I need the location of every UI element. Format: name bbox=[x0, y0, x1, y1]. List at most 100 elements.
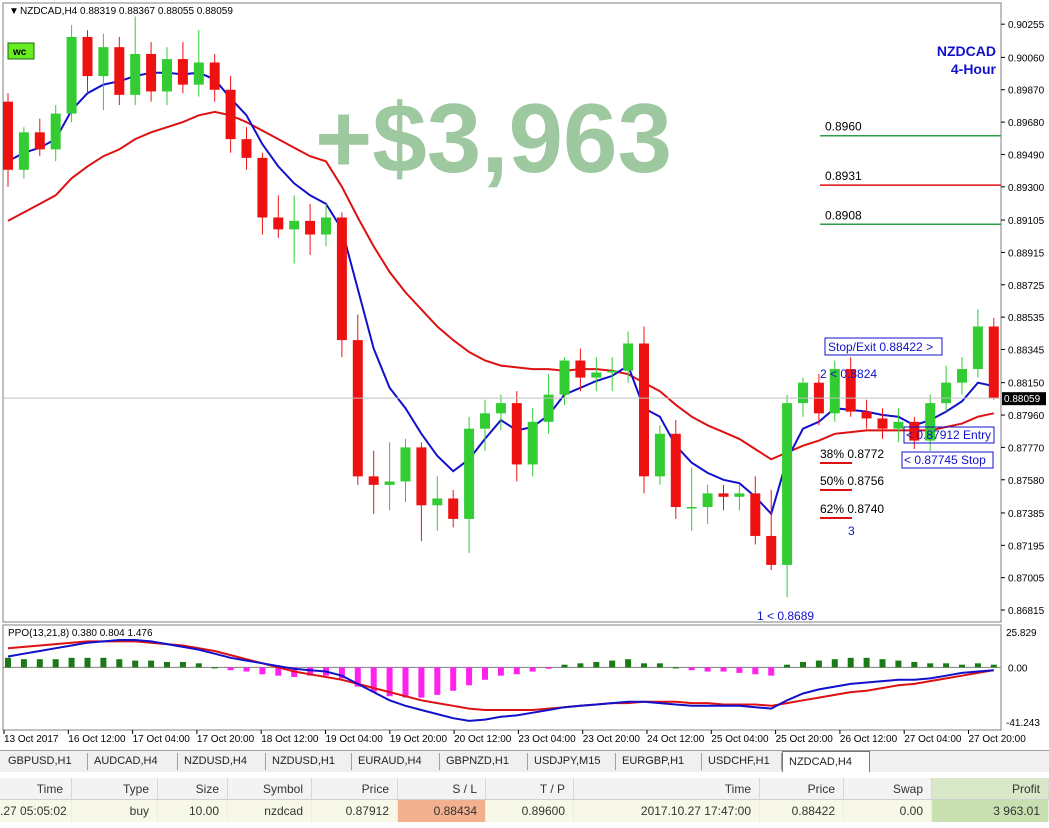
candle bbox=[352, 314, 363, 485]
col-time[interactable]: Time bbox=[0, 778, 72, 800]
chart-canvas[interactable]: ▼ NZDCAD,H4 0.88319 0.88367 0.88055 0.88… bbox=[0, 0, 1049, 748]
candle bbox=[925, 394, 936, 451]
price-tick-label: 0.88150 bbox=[1008, 379, 1045, 390]
row-time[interactable]: .27 05:05:02 bbox=[0, 800, 72, 822]
col-symbol[interactable]: Symbol bbox=[228, 778, 312, 800]
ppo-bar bbox=[482, 667, 488, 680]
col-sl[interactable]: S / L bbox=[398, 778, 486, 800]
col-price[interactable]: Price bbox=[312, 778, 398, 800]
candle bbox=[162, 47, 172, 106]
candle bbox=[607, 357, 618, 392]
candle bbox=[511, 391, 522, 482]
ppo-bar bbox=[338, 667, 345, 679]
col-profit[interactable]: Profit bbox=[932, 778, 1049, 800]
candle bbox=[384, 442, 395, 511]
price-tick-label: 0.89300 bbox=[1008, 183, 1045, 194]
tab-nzdusd-h4[interactable]: NZDUSD,H4 bbox=[178, 753, 266, 770]
ppo-bar bbox=[895, 660, 902, 668]
chart-window[interactable]: ▼ NZDCAD,H4 0.88319 0.88367 0.88055 0.88… bbox=[0, 0, 1049, 748]
fib-38-label: 38% 0.8772 bbox=[820, 447, 884, 461]
current-price-tag-text: 0.88059 bbox=[1004, 394, 1041, 405]
candle bbox=[305, 203, 316, 255]
candle bbox=[400, 438, 411, 502]
row-close-price[interactable]: 0.88422 bbox=[760, 800, 844, 822]
row-size[interactable]: 10.00 bbox=[158, 800, 228, 822]
candle bbox=[146, 42, 157, 102]
chart-header-arrow: ▼ bbox=[9, 6, 19, 17]
ppo-bar bbox=[879, 659, 886, 668]
symbol-label: NZDCAD bbox=[937, 43, 996, 59]
tab-eurgbp-h1[interactable]: EURGBP,H1 bbox=[616, 753, 702, 770]
ppo-bar bbox=[752, 667, 759, 675]
ppo-bar bbox=[688, 667, 695, 671]
candle bbox=[559, 357, 570, 405]
row-close-time[interactable]: 2017.10.27 17:47:00 bbox=[574, 800, 760, 822]
col-size[interactable]: Size bbox=[158, 778, 228, 800]
logo-badge bbox=[7, 42, 35, 60]
tab-gbpnzd-h1[interactable]: GBPNZD,H1 bbox=[440, 753, 528, 770]
candle bbox=[877, 408, 888, 439]
col-tp[interactable]: T / P bbox=[486, 778, 574, 800]
ppo-bar bbox=[402, 667, 409, 698]
time-tick-label: 24 Oct 12:00 bbox=[647, 734, 705, 745]
time-tick-label: 25 Oct 20:00 bbox=[776, 734, 834, 745]
col-close-time[interactable]: Time bbox=[574, 778, 760, 800]
ppo-bar bbox=[625, 659, 632, 668]
price-tick-label: 0.87770 bbox=[1008, 443, 1045, 454]
wave1-label: 1 < 0.8689 bbox=[757, 609, 814, 623]
price-tick-label: 0.90060 bbox=[1008, 53, 1045, 64]
row-symbol[interactable]: nzdcad bbox=[228, 800, 312, 822]
time-tick-label: 27 Oct 04:00 bbox=[904, 734, 962, 745]
candle bbox=[861, 399, 872, 429]
slow-ma-line bbox=[7, 110, 995, 461]
candle bbox=[193, 30, 204, 97]
price-tick-label: 0.88345 bbox=[1008, 345, 1045, 356]
price-tick-label: 0.88535 bbox=[1008, 313, 1045, 324]
tab-euraud-h4[interactable]: EURAUD,H4 bbox=[352, 753, 440, 770]
ppo-bar bbox=[68, 657, 75, 668]
stop-box bbox=[901, 451, 994, 469]
level-label-1: 0.8931 bbox=[825, 169, 862, 183]
ppo-bar bbox=[132, 660, 139, 668]
price-tick-label: 0.89870 bbox=[1008, 86, 1045, 97]
col-type[interactable]: Type bbox=[72, 778, 158, 800]
candle bbox=[639, 326, 649, 494]
profit-overlay: +$3,963 bbox=[315, 83, 672, 193]
time-tick-label: 27 Oct 20:00 bbox=[969, 734, 1027, 745]
tab-usdjpy-m15[interactable]: USDJPY,M15 bbox=[528, 753, 616, 770]
ppo-bar bbox=[974, 663, 981, 668]
ppo-axis-zero: 0.00 bbox=[1008, 663, 1028, 674]
col-swap[interactable]: Swap bbox=[844, 778, 932, 800]
candle bbox=[114, 36, 125, 106]
trade-terminal: Time Type Size Symbol Price S / L T / P … bbox=[0, 772, 1049, 828]
price-tick-label: 0.89490 bbox=[1008, 150, 1045, 161]
candle bbox=[480, 399, 490, 451]
row-profit[interactable]: 3 963.01 bbox=[932, 800, 1049, 822]
tab-usdchf-h1[interactable]: USDCHF,H1 bbox=[702, 753, 782, 770]
row-sl[interactable]: 0.88434 bbox=[398, 800, 486, 822]
candle bbox=[177, 42, 188, 94]
candle bbox=[893, 408, 904, 443]
ppo-bar bbox=[863, 657, 870, 668]
row-swap[interactable]: 0.00 bbox=[844, 800, 932, 822]
ppo-bar bbox=[418, 667, 425, 698]
ppo-bar bbox=[307, 667, 314, 676]
tab-nzdusd-h1[interactable]: NZDUSD,H1 bbox=[266, 753, 352, 770]
row-tp[interactable]: 0.89600 bbox=[486, 800, 574, 822]
candle bbox=[972, 309, 983, 378]
tab-audcad-h4[interactable]: AUDCAD,H4 bbox=[88, 753, 178, 770]
candle bbox=[130, 16, 141, 106]
candle bbox=[941, 365, 952, 412]
row-type[interactable]: buy bbox=[72, 800, 158, 822]
candle bbox=[416, 442, 427, 542]
ppo-bar bbox=[529, 667, 536, 672]
col-close-price[interactable]: Price bbox=[760, 778, 844, 800]
ppo-axis-top: 25.829 bbox=[1006, 628, 1037, 639]
row-price[interactable]: 0.87912 bbox=[312, 800, 398, 822]
ppo-bar bbox=[259, 667, 266, 675]
tab-nzdcad-h4[interactable]: NZDCAD,H4 bbox=[782, 751, 870, 772]
candle bbox=[591, 357, 602, 392]
tab-gbpusd-h1[interactable]: GBPUSD,H1 bbox=[2, 753, 88, 770]
price-tick-label: 0.88915 bbox=[1008, 248, 1045, 259]
ppo-bar bbox=[704, 667, 711, 672]
